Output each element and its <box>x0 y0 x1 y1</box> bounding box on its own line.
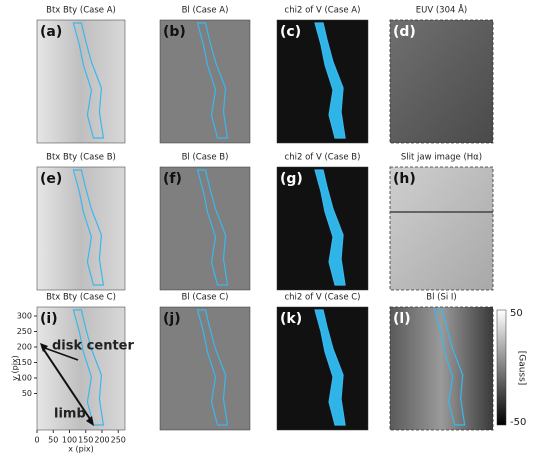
panel-title: EUV (304 Å) <box>416 4 467 16</box>
x-tick-label: 150 <box>78 436 93 445</box>
panel-title: Btx Bty (Case A) <box>46 6 116 16</box>
panel-label: (j) <box>163 311 181 327</box>
x-tick-label: 200 <box>94 436 109 445</box>
y-tick-label: 300 <box>17 312 32 321</box>
panel-label: (a) <box>40 24 62 40</box>
x-axis-label: x (pix) <box>68 445 94 454</box>
panel-label: (i) <box>40 311 58 327</box>
y-tick-label: 150 <box>17 358 32 367</box>
y-tick-label: 200 <box>17 343 32 352</box>
panel-label: (d) <box>393 24 416 40</box>
panel-title: Bl (Case B) <box>182 153 229 163</box>
panel-label: (h) <box>393 171 416 187</box>
figure: Btx Bty (Case A) (a) Bl (Case A) (b) chi2 of… <box>0 0 533 458</box>
x-tick-label: 0 <box>34 436 39 445</box>
x-tick-label: 250 <box>111 436 126 445</box>
panel-label: (c) <box>280 24 301 40</box>
panel-title: Btx Bty (Case C) <box>46 293 116 303</box>
x-tick-label: 50 <box>48 436 58 445</box>
annotation: disk center <box>52 339 134 354</box>
colorbar-label: [Gauss] <box>517 351 527 386</box>
panel-title: Bl (Case C) <box>182 293 229 303</box>
panel-label: (k) <box>280 311 302 327</box>
panel-label: (b) <box>163 24 186 40</box>
y-tick-label: 50 <box>22 389 32 398</box>
panel-label: (l) <box>393 311 411 327</box>
panel-title: Bl (Si I) <box>426 293 457 303</box>
panel-title: Bl (Case A) <box>182 6 229 16</box>
y-tick-label: 100 <box>17 374 32 383</box>
colorbar-tick: -50 <box>510 417 526 428</box>
annotation: limb <box>54 407 86 422</box>
panel-label: (e) <box>40 171 62 187</box>
y-tick-label: 250 <box>17 327 32 336</box>
colorbar <box>497 310 506 425</box>
panel-title: chi2 of V (Case C) <box>284 293 360 303</box>
x-tick-label: 100 <box>62 436 77 445</box>
panel-title: Slit jaw image (Hα) <box>401 153 482 163</box>
panel-title: chi2 of V (Case A) <box>285 6 361 16</box>
panel-title: Btx Bty (Case B) <box>46 153 116 163</box>
colorbar-tick: 50 <box>510 308 523 319</box>
panel-title: chi2 of V (Case B) <box>285 153 361 163</box>
panel-label: (f) <box>163 171 182 187</box>
panel-label: (g) <box>280 171 303 187</box>
